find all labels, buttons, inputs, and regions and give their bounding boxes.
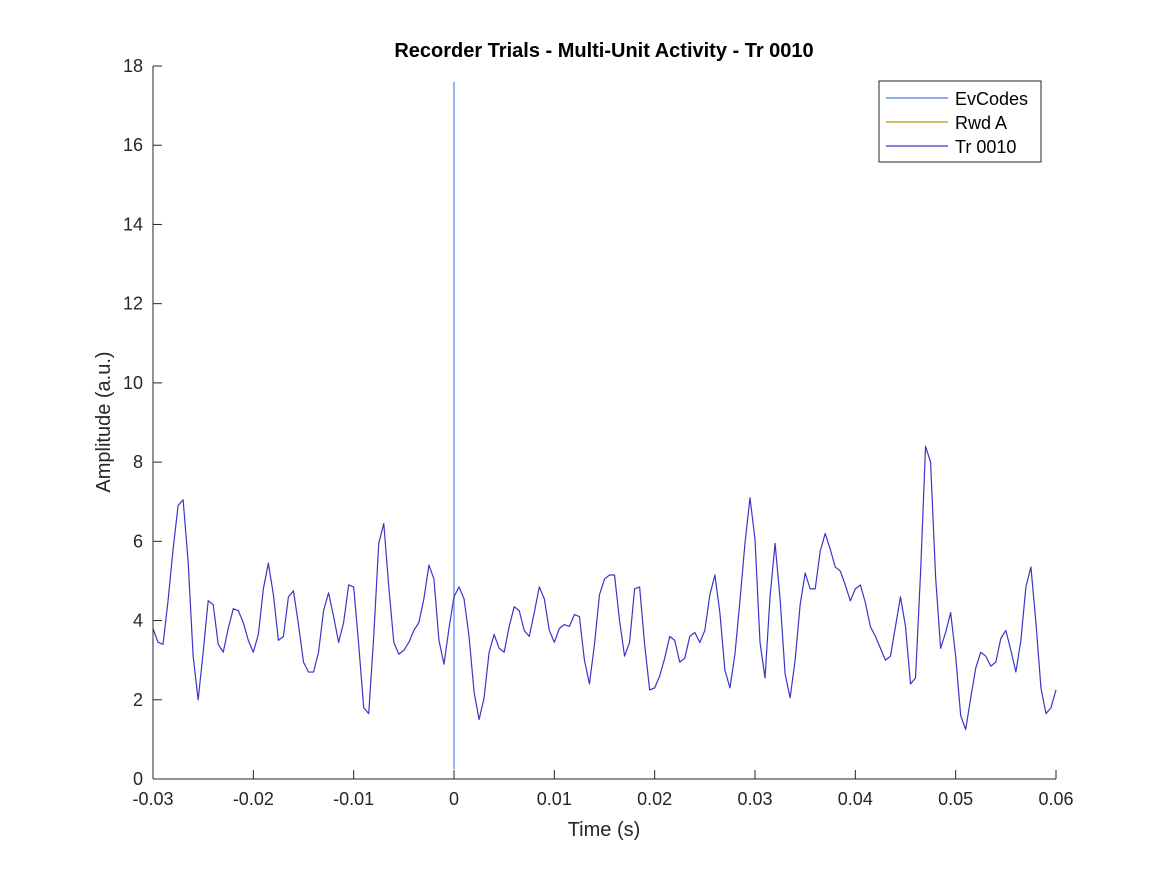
y-tick-label: 16 — [123, 135, 143, 155]
legend-label: Rwd A — [955, 113, 1007, 133]
axes: -0.03 -0.02 -0.01 0 0.01 0.02 0.03 0.04 0.05 0.06… — [123, 56, 1074, 809]
plot-background — [153, 66, 1056, 779]
y-tick-label: 14 — [123, 214, 143, 234]
x-tick-label: 0.03 — [737, 789, 772, 809]
x-tick-label: 0.06 — [1038, 789, 1073, 809]
series-tr-0010-line — [152, 445, 1057, 731]
y-tick-label: 4 — [133, 611, 143, 631]
plot-area — [152, 66, 1057, 779]
x-tick-label: -0.03 — [132, 789, 173, 809]
x-tick-label: -0.01 — [333, 789, 374, 809]
x-tick-label: -0.02 — [233, 789, 274, 809]
legend-label: EvCodes — [955, 89, 1028, 109]
x-tick-label: 0.05 — [938, 789, 973, 809]
x-axis-label: Time (s) — [568, 819, 641, 841]
y-tick-label: 6 — [133, 531, 143, 551]
y-tick-label: 18 — [123, 56, 143, 76]
chart-title: Recorder Trials - Multi-Unit Activity - … — [394, 40, 813, 62]
x-tick-label: 0.02 — [637, 789, 672, 809]
y-tick-label: 2 — [133, 690, 143, 710]
legend-label: Tr 0010 — [955, 137, 1016, 157]
y-tick-label: 0 — [133, 769, 143, 789]
legend: EvCodes Rwd A Tr 0010 — [878, 80, 1042, 163]
y-tick-label: 10 — [123, 373, 143, 393]
x-tick-label: 0.01 — [537, 789, 572, 809]
x-tick-label: 0 — [449, 789, 459, 809]
x-tick-label: 0.04 — [838, 789, 873, 809]
y-tick-label: 8 — [133, 452, 143, 472]
y-axis-label: Amplitude (a.u.) — [93, 351, 115, 492]
y-tick-label: 12 — [123, 294, 143, 314]
